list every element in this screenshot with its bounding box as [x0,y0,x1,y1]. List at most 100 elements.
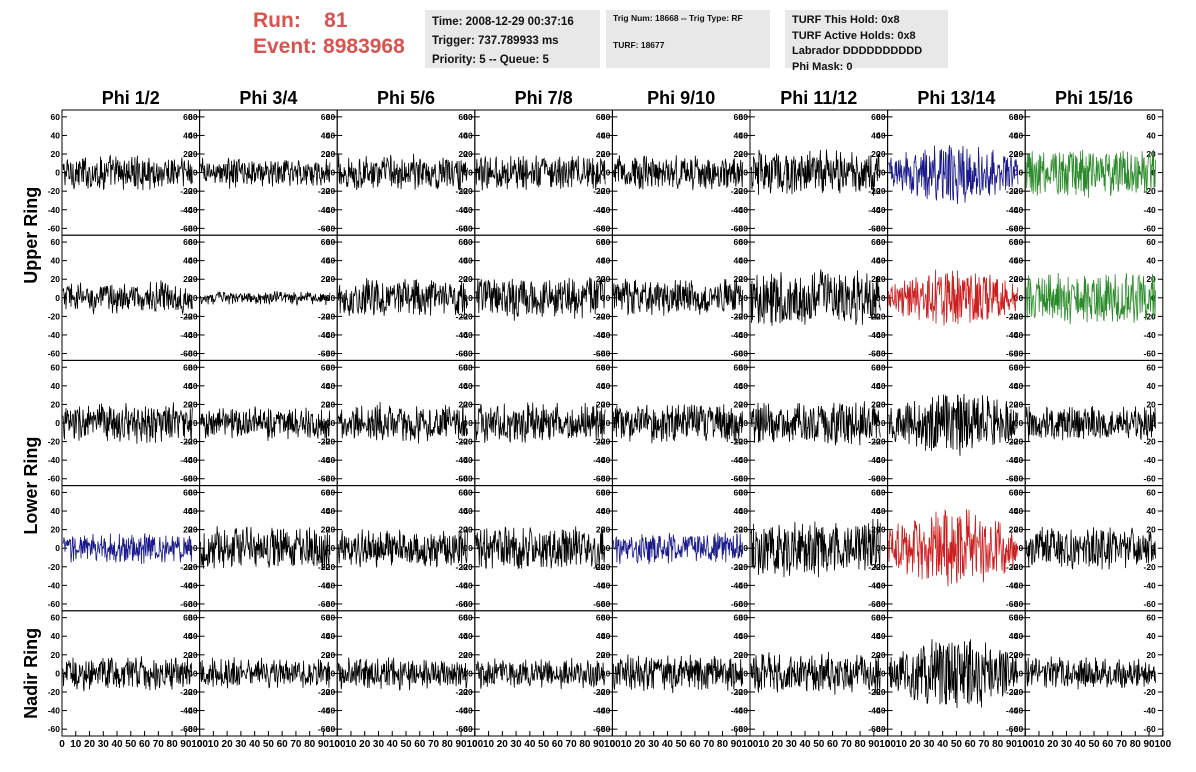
column-title: Phi 5/6 [377,88,435,108]
y-tick-label: 20 [1146,650,1156,660]
y-tick-label: 40 [739,381,749,391]
y-tick-label: 60 [1009,487,1019,497]
run-label: Run: [253,9,301,32]
y-tick-label: -60 [736,223,749,233]
y-tick-label: -40 [456,205,469,215]
y-tick-label: 20 [876,274,886,284]
y-tick-label: -60 [185,349,198,359]
y-tick-label: 60 [183,112,193,122]
y-tick-label: -20 [598,311,611,321]
y-tick-label: 40 [876,256,886,266]
waveform-trace [750,651,881,695]
y-tick-label: -20 [185,437,198,447]
y-tick-label: 60 [51,613,61,623]
y-tick-label: -20 [736,437,749,447]
y-tick-label: -20 [868,562,881,572]
y-tick-label: -40 [868,455,881,465]
y-tick-label: 20 [51,650,61,660]
column-title: Phi 9/10 [647,88,715,108]
y-tick-label: 40 [321,631,331,641]
y-tick-label: -40 [180,205,193,215]
y-tick-label: -60 [868,724,881,734]
y-tick-label: -60 [185,724,198,734]
y-tick-label: -40 [736,706,749,716]
y-tick-label: -60 [180,223,193,233]
y-tick-label: 60 [463,362,473,372]
y-tick-label: 60 [734,613,744,623]
y-tick-label: 60 [596,112,606,122]
y-tick-label: -60 [736,349,749,359]
x-tick-label: 0 [472,739,478,750]
y-tick-label: 60 [188,237,198,247]
x-tick-label: 100 [604,739,621,750]
x-tick-label: 50 [400,739,412,750]
y-tick-label: 0 [1018,418,1023,428]
y-tick-label: -20 [593,437,606,447]
y-tick-label: 0 [330,293,335,303]
y-tick-label: 60 [463,237,473,247]
y-tick-label: -40 [185,330,198,340]
y-tick-label: 60 [183,613,193,623]
y-tick-label: 60 [458,613,468,623]
y-tick-label: -60 [873,223,886,233]
x-tick-label: 10 [896,739,908,750]
y-tick-label: -60 [185,599,198,609]
y-tick-label: 40 [876,381,886,391]
waveform-trace [1025,656,1156,690]
y-tick-label: 0 [55,543,60,553]
turf-active-text: TURF Active Holds: 0x8 [792,29,916,42]
y-tick-label: 0 [601,168,606,178]
y-tick-label: 0 [881,668,886,678]
y-tick-label: 0 [1013,418,1018,428]
y-tick-label: -40 [180,706,193,716]
y-tick-label: -60 [873,599,886,609]
y-tick-label: -60 [323,223,336,233]
y-tick-label: 60 [321,487,331,497]
y-tick-label: 20 [458,650,468,660]
y-tick-label: 60 [876,362,886,372]
waveform-trace [750,401,881,446]
y-tick-label: -40 [598,580,611,590]
y-tick-label: -20 [185,311,198,321]
y-tick-label: -40 [318,330,331,340]
x-tick-label: 50 [951,739,963,750]
y-tick-label: 40 [1146,130,1156,140]
y-tick-label: -20 [598,687,611,697]
y-tick-label: -20 [731,562,744,572]
y-tick-label: 40 [51,130,61,140]
y-tick-label: -40 [456,455,469,465]
x-tick-label: 50 [263,739,275,750]
x-tick-label: 40 [249,739,261,750]
y-tick-label: -40 [593,330,606,340]
y-tick-label: -20 [1144,437,1157,447]
y-tick-label: -40 [731,330,744,340]
y-tick-label: -20 [461,687,474,697]
x-tick-label: 60 [1102,739,1114,750]
y-tick-label: 60 [1009,613,1019,623]
y-tick-label: 60 [1009,112,1019,122]
y-tick-label: 20 [1146,149,1156,159]
y-tick-label: -40 [868,706,881,716]
trigger-text: Trigger: 737.789933 ms [432,35,559,47]
y-tick-label: -40 [323,205,336,215]
x-tick-label: 100 [879,739,896,750]
y-tick-label: -40 [48,580,61,590]
x-tick-label: 90 [1143,739,1155,750]
y-tick-label: 40 [601,256,611,266]
y-tick-label: 20 [1009,525,1019,535]
y-tick-label: -60 [323,474,336,484]
y-tick-label: 40 [739,130,749,140]
priority-text: Priority: 5 -- Queue: 5 [432,54,549,66]
column-title: Phi 1/2 [102,88,160,108]
y-tick-label: 60 [1014,237,1024,247]
y-tick-label: -20 [1011,311,1024,321]
y-tick-label: -40 [185,706,198,716]
y-tick-label: 0 [330,418,335,428]
waveform-trace [200,406,331,441]
y-tick-label: 20 [739,650,749,660]
event-value: 8983968 [323,35,405,58]
y-tick-label: 0 [468,668,473,678]
y-tick-label: -60 [180,599,193,609]
y-tick-label: 20 [871,650,881,660]
y-tick-label: 20 [876,650,886,660]
